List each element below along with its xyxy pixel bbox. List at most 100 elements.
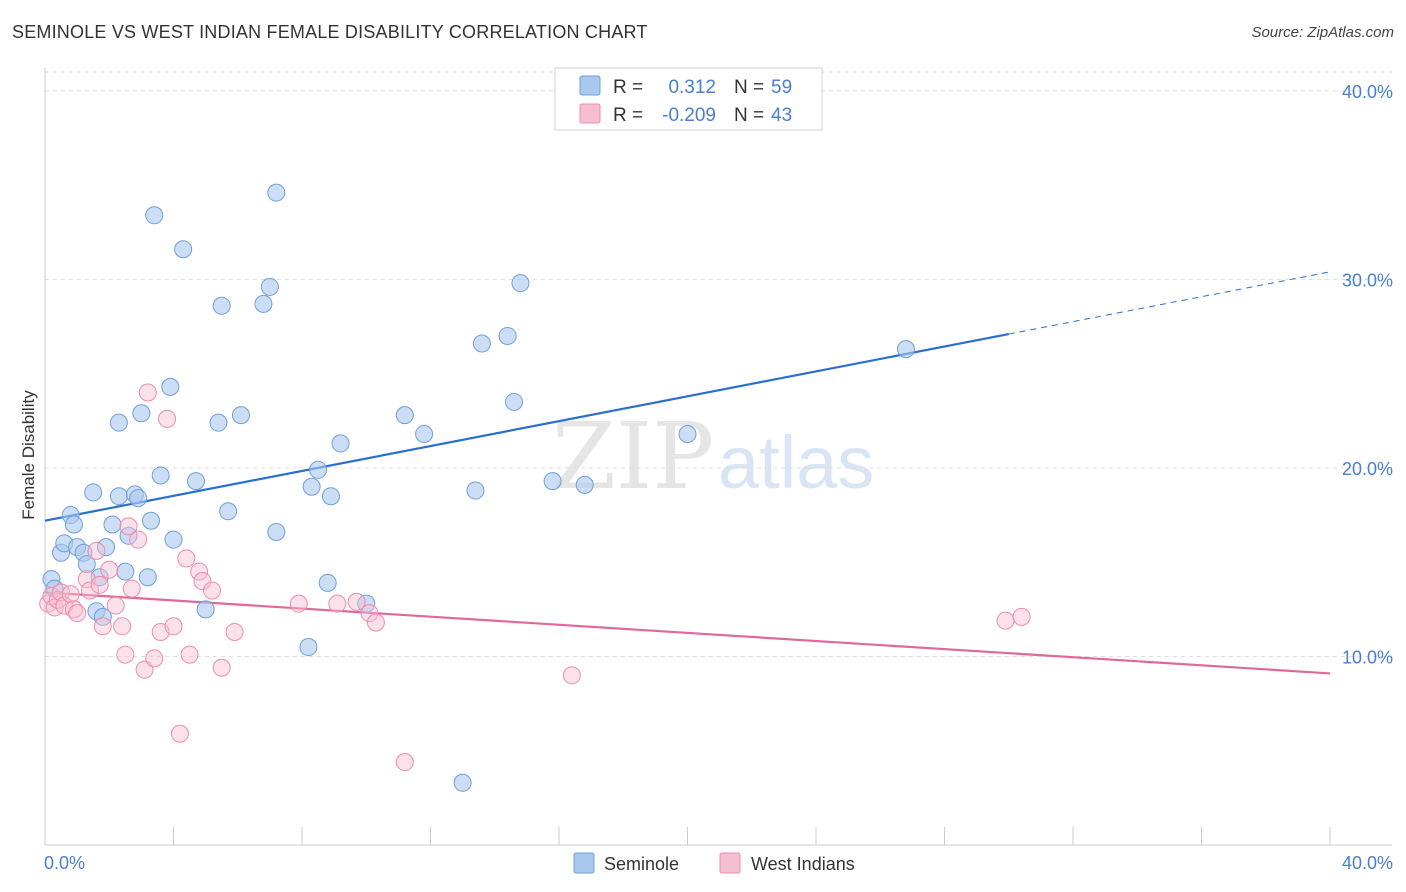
seminole-point <box>299 638 318 657</box>
seminole-point <box>119 526 138 545</box>
seminole-point <box>64 515 83 534</box>
seminole-point <box>321 487 340 506</box>
legend-r-label: R = <box>613 77 643 98</box>
seminole-point <box>129 489 148 508</box>
bottom-legend-swatch-seminole <box>573 852 595 874</box>
seminole-point <box>505 392 524 411</box>
legend-r-value: 0.312 <box>668 77 716 98</box>
trend-lines <box>44 271 1331 675</box>
seminole-point <box>678 424 697 443</box>
bottom-legend-swatch-west-indians <box>719 852 741 874</box>
legend-swatch-seminole <box>579 75 601 96</box>
seminole-point <box>97 538 116 557</box>
seminole-point <box>164 530 183 549</box>
west-indians-point <box>61 585 80 604</box>
series-legend: Seminole West Indians <box>573 852 855 874</box>
seminole-point <box>415 424 434 443</box>
seminole-point <box>161 377 180 396</box>
west-indians-point <box>203 581 222 600</box>
seminole-point <box>142 511 161 530</box>
gridlines <box>45 71 1392 657</box>
data-points <box>39 183 1031 792</box>
west-indians-point <box>90 575 109 594</box>
seminole-point <box>186 472 205 491</box>
x-tick-label: 0.0% <box>44 853 85 873</box>
seminole-point <box>77 555 96 574</box>
y-tick-label: 20.0% <box>1342 459 1393 479</box>
seminole-point <box>543 472 562 491</box>
west-indians-point <box>119 517 138 536</box>
west-indians-point <box>129 530 148 549</box>
west-indians-point <box>190 562 209 581</box>
seminole-point <box>331 434 350 453</box>
seminole-point <box>511 274 530 293</box>
seminole-trend-line <box>44 332 1009 522</box>
seminole-point <box>231 406 250 425</box>
y-tick-labels: 10.0% 20.0% 30.0% 40.0% <box>1342 82 1393 668</box>
seminole-point <box>466 481 485 500</box>
west-indians-point <box>289 594 308 613</box>
legend-swatch-west-indians <box>579 103 601 124</box>
west-indians-point <box>1012 607 1031 626</box>
west-indians-point <box>170 724 189 743</box>
seminole-point <box>151 466 170 485</box>
y-tick-label: 30.0% <box>1342 270 1393 290</box>
west-indians-point <box>225 622 244 641</box>
seminole-point <box>109 413 128 432</box>
seminole-point <box>318 573 337 592</box>
watermark: ZIP atlas <box>552 403 874 510</box>
west-indians-point <box>116 645 135 664</box>
seminole-point <box>116 562 135 581</box>
seminole-point <box>309 460 328 479</box>
seminole-point <box>260 277 279 296</box>
west-indians-point <box>212 658 231 677</box>
west-indians-point <box>164 617 183 636</box>
seminole-point <box>395 406 414 425</box>
seminole-point <box>209 413 228 432</box>
west-indians-point <box>193 572 212 591</box>
legend-n-value: 43 <box>771 105 792 126</box>
seminole-point <box>84 483 103 502</box>
legend-n-label: N = <box>734 77 764 98</box>
legend-r-value: -0.209 <box>662 105 716 126</box>
seminole-point <box>174 240 193 259</box>
west-indians-point <box>347 592 366 611</box>
west-indians-point <box>158 409 177 428</box>
seminole-trend-extension <box>1008 271 1331 335</box>
west-indians-point <box>80 581 99 600</box>
legend-n-value: 59 <box>771 77 792 98</box>
bottom-legend-west-indians: West Indians <box>751 854 855 874</box>
seminole-point <box>145 206 164 225</box>
seminole-point <box>453 773 472 792</box>
west-indians-point <box>328 594 347 613</box>
seminole-point <box>472 334 491 353</box>
seminole-point <box>498 326 517 345</box>
west-indians-point <box>122 579 141 598</box>
seminole-point <box>219 502 238 521</box>
y-tick-label: 40.0% <box>1342 82 1393 102</box>
seminole-point <box>109 487 128 506</box>
chart-title: SEMINOLE VS WEST INDIAN FEMALE DISABILIT… <box>12 22 648 42</box>
west-indians-point <box>180 645 199 664</box>
seminole-point <box>196 600 215 619</box>
seminole-point <box>132 404 151 423</box>
watermark-atlas: atlas <box>718 421 874 504</box>
west-indians-point <box>93 617 112 636</box>
bottom-legend-seminole: Seminole <box>604 854 679 874</box>
west-indians-point <box>996 611 1015 630</box>
x-tick-labels: 0.0% 40.0% <box>44 853 1393 873</box>
y-tick-label: 10.0% <box>1342 647 1393 667</box>
seminole-point <box>267 183 286 202</box>
west-indians-point <box>113 617 132 636</box>
x-tick-label: 40.0% <box>1342 853 1393 873</box>
seminole-point <box>212 296 231 315</box>
west-indians-point <box>366 613 385 632</box>
source-label: Source: ZipAtlas.com <box>1251 24 1394 41</box>
seminole-point <box>103 515 122 534</box>
west-indians-point <box>138 383 157 402</box>
west-indians-point <box>68 604 87 623</box>
west-indians-point <box>100 560 119 579</box>
legend-n-label: N = <box>734 105 764 126</box>
axes <box>44 68 1392 846</box>
